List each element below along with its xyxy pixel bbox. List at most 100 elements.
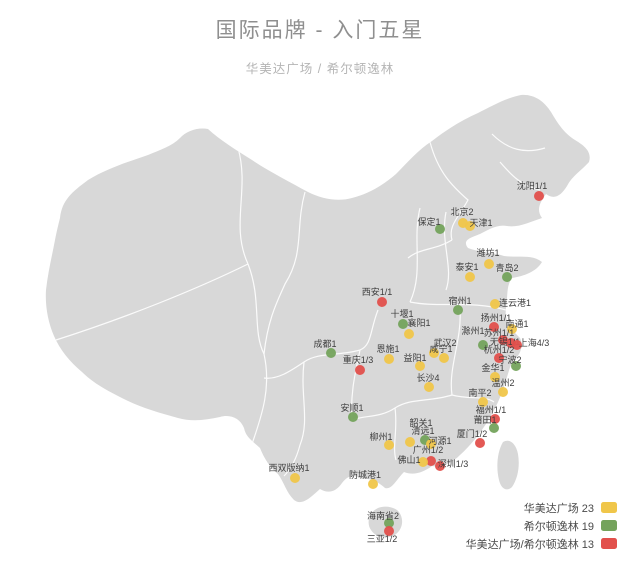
- city-marker-潍坊[interactable]: [484, 259, 494, 269]
- legend-item-both[interactable]: 华美达广场/希尔顿逸林 13: [465, 537, 617, 551]
- city-marker-佛山[interactable]: [418, 457, 428, 467]
- legend-label-ramada: 华美达广场 23: [523, 502, 594, 515]
- city-marker-青岛[interactable]: [502, 272, 512, 282]
- city-marker-上海[interactable]: [512, 340, 522, 350]
- header: 国际品牌 - 入门五星 华美达广场 / 希尔顿逸林: [0, 14, 640, 77]
- city-label-天津: 天津1: [469, 218, 493, 228]
- city-label-保定: 保定1: [417, 217, 441, 227]
- city-label-防城港: 防城港1: [348, 470, 382, 480]
- city-label-北京: 北京2: [450, 207, 474, 217]
- city-marker-十堰[interactable]: [398, 319, 408, 329]
- city-marker-保定[interactable]: [435, 224, 445, 234]
- city-marker-襄阳[interactable]: [404, 329, 414, 339]
- page-title: 国际品牌 - 入门五星: [215, 19, 425, 42]
- city-marker-宿州[interactable]: [453, 305, 463, 315]
- city-label-温州: 温州2: [491, 378, 515, 388]
- city-label-佛山: 佛山1: [397, 455, 421, 465]
- city-label-重庆: 重庆1/3: [342, 355, 374, 365]
- city-label-安顺: 安顺1: [340, 403, 364, 413]
- city-marker-广州[interactable]: [426, 456, 436, 466]
- page-subtitle: 华美达广场 / 希尔顿逸林: [245, 62, 395, 76]
- city-label-福州: 福州1/1: [475, 405, 507, 415]
- city-label-苏州: 苏州1/1: [483, 328, 515, 338]
- city-marker-恩施[interactable]: [384, 354, 394, 364]
- city-marker-益阳[interactable]: [415, 361, 425, 371]
- city-marker-成都[interactable]: [326, 348, 336, 358]
- city-label-广州: 广州1/2: [412, 445, 444, 455]
- city-label-厦门: 厦门1/2: [456, 429, 488, 439]
- city-marker-西安[interactable]: [377, 297, 387, 307]
- city-label-清远: 清远1: [411, 426, 435, 436]
- city-label-上海: 上海4/3: [518, 338, 550, 348]
- city-label-南通: 南通1: [505, 319, 529, 329]
- city-label-沈阳: 沈阳1/1: [516, 181, 548, 191]
- city-marker-无锡[interactable]: [506, 338, 516, 348]
- city-marker-沈阳[interactable]: [534, 191, 544, 201]
- city-label-深圳: 深圳1/3: [437, 459, 469, 469]
- city-label-无锡: 无锡1/1: [489, 337, 521, 347]
- city-marker-扬州[interactable]: [489, 322, 499, 332]
- legend-item-ramada[interactable]: 华美达广场 23: [466, 501, 617, 515]
- legend-swatch-both: [601, 538, 617, 549]
- city-marker-南通[interactable]: [507, 324, 517, 334]
- city-marker-泰安[interactable]: [465, 272, 475, 282]
- city-marker-滁州[interactable]: [478, 340, 488, 350]
- city-marker-苏州[interactable]: [498, 335, 508, 345]
- legend-swatch-ramada: [601, 502, 617, 513]
- legend-label-both: 华美达广场/希尔顿逸林 13: [465, 538, 594, 551]
- legend-swatch-doubletree: [601, 520, 617, 531]
- legend: 华美达广场 23 希尔顿逸林 19 华美达广场/希尔顿逸林 13: [465, 501, 617, 551]
- city-label-扬州: 扬州1/1: [480, 313, 512, 323]
- city-label-莆田: 莆田1: [473, 415, 497, 425]
- city-label-益阳: 益阳1: [403, 353, 427, 363]
- city-marker-南平[interactable]: [478, 397, 488, 407]
- city-marker-防城港[interactable]: [368, 479, 378, 489]
- city-label-武汉: 武汉2: [433, 338, 457, 348]
- city-marker-河源[interactable]: [426, 439, 436, 449]
- city-label-宿州: 宿州1: [448, 296, 472, 306]
- city-label-柳州: 柳州1: [369, 432, 393, 442]
- city-marker-温州[interactable]: [498, 387, 508, 397]
- city-label-海南省: 海南省2: [366, 511, 400, 521]
- city-marker-北京[interactable]: [458, 218, 468, 228]
- city-marker-三亚[interactable]: [384, 526, 394, 536]
- city-marker-连云港[interactable]: [490, 299, 500, 309]
- city-label-十堰: 十堰1: [390, 309, 414, 319]
- city-marker-厦门[interactable]: [475, 438, 485, 448]
- city-marker-安顺[interactable]: [348, 412, 358, 422]
- city-label-南平: 南平2: [468, 388, 492, 398]
- city-label-襄阳: 襄阳1: [407, 318, 431, 328]
- city-label-西双版纳: 西双版纳1: [268, 463, 310, 473]
- city-label-宁波: 宁波2: [498, 355, 522, 365]
- city-marker-深圳[interactable]: [435, 461, 445, 471]
- city-marker-清远[interactable]: [420, 435, 430, 445]
- city-marker-武汉[interactable]: [429, 348, 439, 358]
- city-label-河源: 河源1: [428, 436, 452, 446]
- city-marker-重庆[interactable]: [355, 365, 365, 375]
- city-marker-柳州[interactable]: [384, 440, 394, 450]
- city-marker-莆田[interactable]: [489, 423, 499, 433]
- city-label-青岛: 青岛2: [495, 263, 519, 273]
- city-label-恩施: 恩施1: [376, 344, 400, 354]
- city-label-连云港: 连云港1: [498, 298, 532, 308]
- city-label-滁州: 滁州1: [461, 326, 485, 336]
- city-marker-杭州[interactable]: [494, 353, 504, 363]
- city-marker-韶关[interactable]: [405, 437, 415, 447]
- city-marker-长沙[interactable]: [424, 382, 434, 392]
- city-marker-金华[interactable]: [490, 372, 500, 382]
- city-marker-西双版纳[interactable]: [290, 473, 300, 483]
- city-label-咸宁: 咸宁1: [429, 344, 453, 354]
- city-label-韶关: 韶关1: [409, 418, 433, 428]
- city-label-三亚: 三亚1/2: [366, 534, 398, 544]
- city-marker-福州[interactable]: [490, 414, 500, 424]
- city-marker-宁波[interactable]: [511, 361, 521, 371]
- city-marker-天津[interactable]: [465, 221, 475, 231]
- city-marker-咸宁[interactable]: [439, 353, 449, 363]
- legend-label-doubletree: 希尔顿逸林 19: [523, 520, 594, 533]
- legend-item-doubletree[interactable]: 希尔顿逸林 19: [466, 519, 617, 533]
- city-marker-海南省[interactable]: [384, 518, 394, 528]
